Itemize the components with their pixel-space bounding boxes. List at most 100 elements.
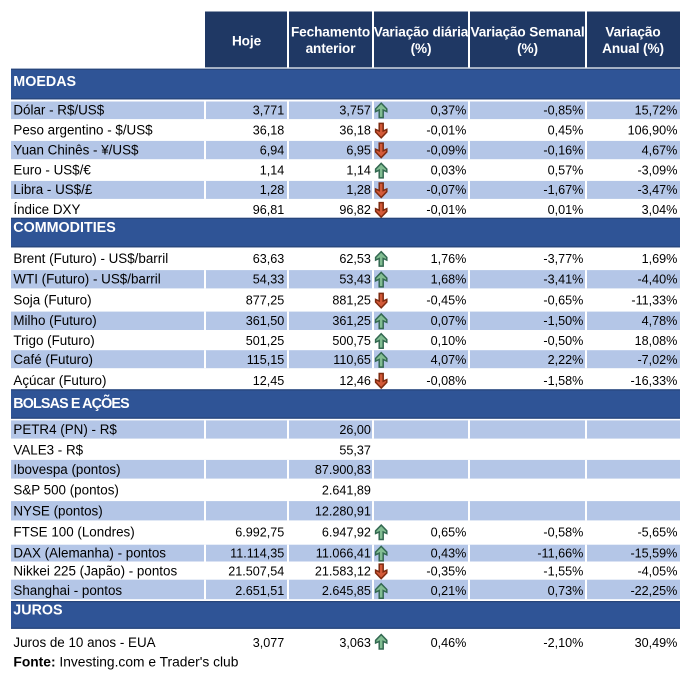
svg-text:4,67%: 4,67% bbox=[642, 143, 678, 157]
svg-text:877,25: 877,25 bbox=[246, 294, 285, 308]
svg-text:0,01%: 0,01% bbox=[548, 203, 584, 217]
svg-text:-2,10%: -2,10% bbox=[543, 636, 583, 650]
svg-text:-7,02%: -7,02% bbox=[637, 353, 677, 367]
svg-text:0,21%: 0,21% bbox=[431, 584, 467, 598]
svg-text:12,46: 12,46 bbox=[339, 374, 371, 388]
svg-text:Hoje: Hoje bbox=[232, 33, 262, 48]
svg-text:1,14: 1,14 bbox=[346, 164, 371, 178]
svg-text:DAX (Alemanha) - pontos: DAX (Alemanha) - pontos bbox=[13, 546, 166, 561]
svg-text:96,82: 96,82 bbox=[339, 203, 371, 217]
svg-text:6.992,75: 6.992,75 bbox=[235, 525, 284, 539]
svg-text:-16,33%: -16,33% bbox=[630, 374, 677, 388]
svg-text:Shanghai - pontos: Shanghai - pontos bbox=[13, 583, 122, 598]
svg-text:-0,07%: -0,07% bbox=[426, 183, 466, 197]
svg-text:-11,66%: -11,66% bbox=[537, 547, 583, 561]
svg-text:3,077: 3,077 bbox=[253, 636, 285, 650]
svg-text:-0,01%: -0,01% bbox=[426, 124, 466, 138]
svg-text:-1,55%: -1,55% bbox=[543, 564, 583, 578]
svg-text:Peso argentino - $/US$: Peso argentino - $/US$ bbox=[13, 123, 153, 138]
svg-text:21.583,12: 21.583,12 bbox=[315, 564, 371, 578]
svg-text:NYSE (pontos): NYSE (pontos) bbox=[13, 504, 102, 519]
svg-text:36,18: 36,18 bbox=[339, 124, 371, 138]
svg-text:-4,05%: -4,05% bbox=[637, 564, 677, 578]
svg-text:361,25: 361,25 bbox=[332, 314, 371, 328]
svg-text:21.507,54: 21.507,54 bbox=[228, 564, 284, 578]
svg-text:Ibovespa (pontos): Ibovespa (pontos) bbox=[13, 462, 120, 477]
svg-text:-0,09%: -0,09% bbox=[426, 143, 466, 157]
svg-text:-15,59%: -15,59% bbox=[630, 547, 677, 561]
svg-text:1,14: 1,14 bbox=[260, 164, 285, 178]
svg-text:-0,08%: -0,08% bbox=[426, 374, 466, 388]
svg-text:0,46%: 0,46% bbox=[431, 636, 467, 650]
svg-text:-3,41%: -3,41% bbox=[543, 273, 583, 287]
svg-text:18,08%: 18,08% bbox=[635, 334, 678, 348]
svg-text:Fechamento: Fechamento bbox=[291, 25, 370, 40]
svg-text:62,53: 62,53 bbox=[339, 252, 371, 266]
svg-text:3,757: 3,757 bbox=[339, 103, 371, 117]
svg-text:Milho (Futuro): Milho (Futuro) bbox=[13, 313, 96, 328]
svg-text:-1,67%: -1,67% bbox=[543, 183, 583, 197]
svg-text:500,75: 500,75 bbox=[332, 334, 371, 348]
svg-text:Anual (%): Anual (%) bbox=[602, 41, 664, 56]
svg-text:0,45%: 0,45% bbox=[548, 124, 584, 138]
svg-text:-0,35%: -0,35% bbox=[426, 564, 466, 578]
svg-text:55,37: 55,37 bbox=[339, 443, 371, 457]
svg-text:COMMODITIES: COMMODITIES bbox=[13, 220, 115, 236]
svg-text:Variação diária: Variação diária bbox=[374, 25, 469, 40]
svg-text:63,63: 63,63 bbox=[253, 252, 285, 266]
svg-text:15,72%: 15,72% bbox=[635, 103, 678, 117]
svg-text:26,00: 26,00 bbox=[339, 423, 371, 437]
svg-text:Fonte: Investing.com e Trader': Fonte: Investing.com e Trader's club bbox=[13, 655, 238, 670]
svg-text:1,28: 1,28 bbox=[260, 183, 285, 197]
svg-text:-5,65%: -5,65% bbox=[637, 525, 677, 539]
svg-text:-0,01%: -0,01% bbox=[426, 203, 466, 217]
svg-text:Libra - US$/£: Libra - US$/£ bbox=[13, 182, 92, 197]
svg-text:1,69%: 1,69% bbox=[642, 252, 678, 266]
svg-text:-0,50%: -0,50% bbox=[543, 334, 583, 348]
svg-text:Juros de 10 anos - EUA: Juros de 10 anos - EUA bbox=[13, 635, 155, 650]
svg-text:-4,40%: -4,40% bbox=[637, 273, 677, 287]
svg-text:12,45: 12,45 bbox=[253, 374, 285, 388]
svg-text:-0,85%: -0,85% bbox=[543, 103, 583, 117]
svg-text:-1,58%: -1,58% bbox=[543, 374, 583, 388]
svg-text:FTSE 100 (Londres): FTSE 100 (Londres) bbox=[13, 524, 134, 539]
svg-text:2,22%: 2,22% bbox=[548, 353, 584, 367]
svg-text:3,771: 3,771 bbox=[253, 103, 285, 117]
svg-text:501,25: 501,25 bbox=[246, 334, 285, 348]
svg-text:53,43: 53,43 bbox=[339, 273, 371, 287]
svg-text:6.947,92: 6.947,92 bbox=[322, 525, 371, 539]
svg-text:(%): (%) bbox=[517, 41, 538, 56]
svg-text:30,49%: 30,49% bbox=[635, 636, 678, 650]
svg-text:3,04%: 3,04% bbox=[642, 203, 678, 217]
svg-text:12.280,91: 12.280,91 bbox=[315, 505, 371, 519]
svg-text:0,73%: 0,73% bbox=[548, 584, 584, 598]
svg-text:Variação: Variação bbox=[605, 25, 660, 40]
svg-text:3,063: 3,063 bbox=[339, 636, 371, 650]
svg-text:87.900,83: 87.900,83 bbox=[315, 463, 371, 477]
svg-text:96,81: 96,81 bbox=[253, 203, 285, 217]
svg-text:2.651,51: 2.651,51 bbox=[235, 584, 284, 598]
svg-text:Soja (Futuro): Soja (Futuro) bbox=[13, 293, 91, 308]
svg-text:106,90%: 106,90% bbox=[628, 124, 678, 138]
svg-text:JUROS: JUROS bbox=[13, 603, 62, 619]
svg-text:2.645,85: 2.645,85 bbox=[322, 584, 371, 598]
svg-text:Café (Futuro): Café (Futuro) bbox=[13, 352, 93, 367]
svg-text:MOEDAS: MOEDAS bbox=[13, 74, 76, 90]
svg-text:-0,65%: -0,65% bbox=[543, 294, 583, 308]
svg-text:Índice DXY: Índice DXY bbox=[13, 202, 80, 217]
svg-text:(%): (%) bbox=[411, 41, 432, 56]
svg-text:110,65: 110,65 bbox=[333, 353, 371, 367]
svg-text:-1,50%: -1,50% bbox=[543, 314, 583, 328]
svg-text:1,28: 1,28 bbox=[346, 183, 371, 197]
svg-text:S&P 500 (pontos): S&P 500 (pontos) bbox=[13, 483, 118, 498]
svg-text:0,10%: 0,10% bbox=[431, 334, 467, 348]
svg-text:0,03%: 0,03% bbox=[431, 164, 467, 178]
svg-text:-11,33%: -11,33% bbox=[631, 294, 677, 308]
svg-text:WTI (Futuro) - US$/barril: WTI (Futuro) - US$/barril bbox=[13, 272, 160, 287]
svg-text:0,65%: 0,65% bbox=[431, 525, 467, 539]
svg-text:0,07%: 0,07% bbox=[431, 314, 467, 328]
svg-text:36,18: 36,18 bbox=[253, 124, 285, 138]
svg-text:11.114,35: 11.114,35 bbox=[230, 547, 284, 561]
svg-text:6,94: 6,94 bbox=[260, 143, 285, 157]
svg-text:115,15: 115,15 bbox=[247, 353, 285, 367]
